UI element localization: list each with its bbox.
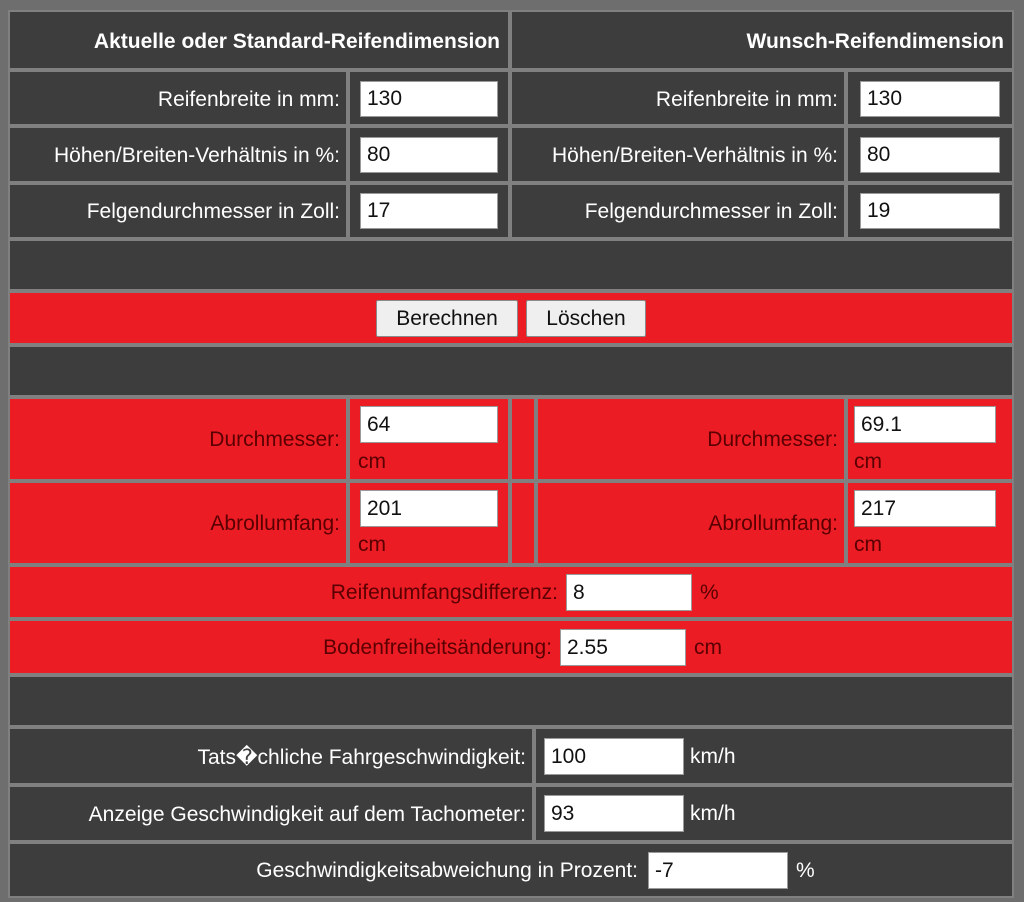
tacho-speed-output[interactable] bbox=[544, 795, 684, 832]
difference-unit: % bbox=[700, 581, 719, 604]
current-circumference-output[interactable] bbox=[360, 490, 498, 527]
button-row: Berechnen Löschen bbox=[8, 291, 1014, 345]
desired-width-label: Reifenbreite in mm: bbox=[655, 88, 838, 111]
tacho-speed-unit: km/h bbox=[690, 802, 736, 825]
current-rim-input[interactable] bbox=[360, 193, 498, 229]
desired-ratio-input[interactable] bbox=[860, 137, 1000, 173]
current-width-label: Reifenbreite in mm: bbox=[157, 88, 340, 111]
tacho-speed-value-cell: km/h bbox=[534, 785, 1014, 842]
calculate-button[interactable]: Berechnen bbox=[376, 300, 518, 337]
current-circumference-label: Abrollumfang: bbox=[210, 512, 340, 535]
tacho-speed-label-cell: Anzeige Geschwindigkeit auf dem Tachomet… bbox=[8, 785, 534, 842]
circumference-gap-cell bbox=[510, 481, 536, 565]
desired-width-input[interactable] bbox=[860, 81, 1000, 117]
current-diameter-output[interactable] bbox=[360, 406, 498, 443]
desired-circumference-output[interactable] bbox=[854, 490, 996, 527]
actual-speed-label-cell: Tats�chliche Fahrgeschwindigkeit: bbox=[8, 727, 534, 785]
desired-diameter-output[interactable] bbox=[854, 406, 996, 443]
desired-ratio-label-cell: Höhen/Breiten-Verhältnis in %: bbox=[510, 126, 846, 183]
diameter-gap-cell bbox=[510, 397, 536, 481]
clearance-output[interactable] bbox=[560, 629, 686, 666]
spacer-row-2 bbox=[8, 345, 1014, 397]
desired-rim-label: Felgendurchmesser in Zoll: bbox=[584, 200, 838, 223]
current-circumference-label-cell: Abrollumfang: bbox=[8, 481, 348, 565]
current-rim-input-cell bbox=[348, 183, 510, 239]
current-width-input[interactable] bbox=[360, 81, 498, 117]
desired-circumference-unit: cm bbox=[854, 533, 882, 556]
desired-rim-input-cell bbox=[846, 183, 1014, 239]
header-desired-title: Wunsch-Reifendimension bbox=[746, 30, 1004, 53]
current-ratio-input-cell bbox=[348, 126, 510, 183]
actual-speed-input[interactable] bbox=[544, 738, 684, 775]
desired-circumference-label: Abrollumfang: bbox=[708, 512, 838, 535]
current-width-label-cell: Reifenbreite in mm: bbox=[8, 70, 348, 126]
desired-diameter-label-cell: Durchmesser: bbox=[536, 397, 846, 481]
deviation-row: Geschwindigkeitsabweichung in Prozent: % bbox=[8, 842, 1014, 898]
header-right-cell: Wunsch-Reifendimension bbox=[510, 10, 1014, 70]
desired-width-label-cell: Reifenbreite in mm: bbox=[510, 70, 846, 126]
desired-diameter-unit: cm bbox=[854, 450, 882, 473]
desired-ratio-input-cell bbox=[846, 126, 1014, 183]
clearance-row: Bodenfreiheitsänderung: cm bbox=[8, 619, 1014, 675]
current-ratio-label-cell: Höhen/Breiten-Verhältnis in %: bbox=[8, 126, 348, 183]
actual-speed-label: Tats�chliche Fahrgeschwindigkeit: bbox=[197, 746, 526, 769]
desired-rim-label-cell: Felgendurchmesser in Zoll: bbox=[510, 183, 846, 239]
actual-speed-value-cell: km/h bbox=[534, 727, 1014, 785]
current-diameter-label-cell: Durchmesser: bbox=[8, 397, 348, 481]
deviation-unit: % bbox=[796, 859, 815, 882]
tacho-speed-label: Anzeige Geschwindigkeit auf dem Tachomet… bbox=[88, 803, 526, 826]
difference-label: Reifenumfangsdifferenz: bbox=[330, 581, 558, 604]
header-current-title: Aktuelle oder Standard-Reifendimension bbox=[93, 30, 500, 53]
clearance-label: Bodenfreiheitsänderung: bbox=[323, 636, 552, 659]
clear-button[interactable]: Löschen bbox=[526, 300, 646, 337]
current-circumference-value-cell: cm bbox=[348, 481, 510, 565]
current-diameter-unit: cm bbox=[358, 450, 386, 473]
actual-speed-unit: km/h bbox=[690, 745, 736, 768]
current-rim-label-cell: Felgendurchmesser in Zoll: bbox=[8, 183, 348, 239]
spacer-row-1 bbox=[8, 239, 1014, 291]
desired-ratio-label: Höhen/Breiten-Verhältnis in %: bbox=[552, 144, 838, 167]
difference-output[interactable] bbox=[566, 574, 692, 611]
desired-circumference-value-cell: cm bbox=[846, 481, 1014, 565]
current-diameter-value-cell: cm bbox=[348, 397, 510, 481]
spacer-row-3 bbox=[8, 675, 1014, 727]
current-rim-label: Felgendurchmesser in Zoll: bbox=[86, 200, 340, 223]
current-ratio-label: Höhen/Breiten-Verhältnis in %: bbox=[54, 144, 340, 167]
deviation-output[interactable] bbox=[648, 852, 788, 889]
clearance-unit: cm bbox=[694, 636, 722, 659]
desired-rim-input[interactable] bbox=[860, 193, 1000, 229]
current-width-input-cell bbox=[348, 70, 510, 126]
desired-diameter-label: Durchmesser: bbox=[707, 428, 838, 451]
desired-circumference-label-cell: Abrollumfang: bbox=[536, 481, 846, 565]
desired-diameter-value-cell: cm bbox=[846, 397, 1014, 481]
current-ratio-input[interactable] bbox=[360, 137, 498, 173]
header-left-cell: Aktuelle oder Standard-Reifendimension bbox=[8, 10, 510, 70]
desired-width-input-cell bbox=[846, 70, 1014, 126]
current-diameter-label: Durchmesser: bbox=[209, 428, 340, 451]
difference-row: Reifenumfangsdifferenz: % bbox=[8, 565, 1014, 619]
deviation-label: Geschwindigkeitsabweichung in Prozent: bbox=[256, 859, 638, 882]
current-circumference-unit: cm bbox=[358, 533, 386, 556]
